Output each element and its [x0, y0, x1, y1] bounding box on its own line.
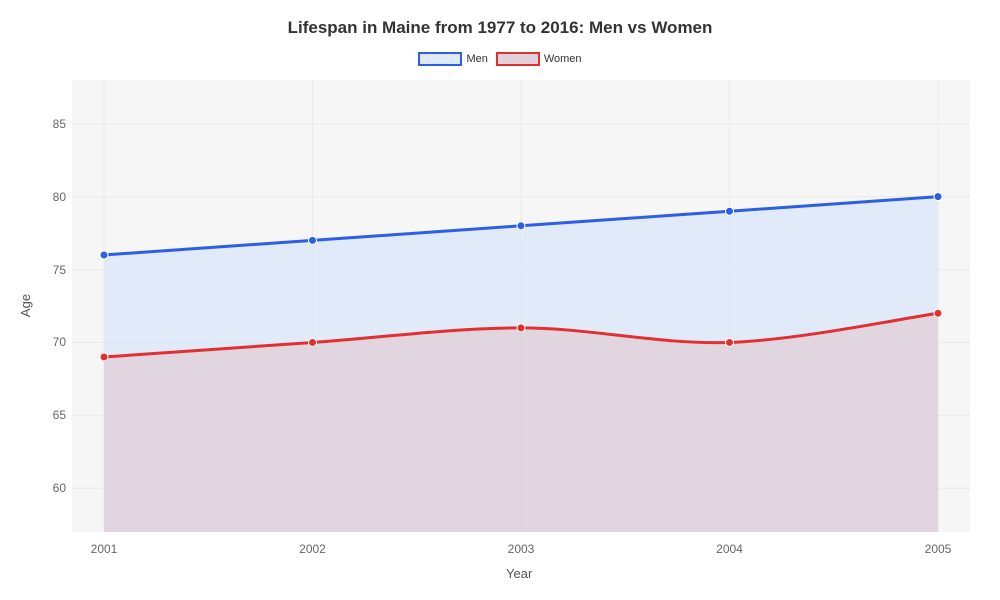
- chart-title: Lifespan in Maine from 1977 to 2016: Men…: [0, 18, 1000, 38]
- x-axis-label: Year: [506, 566, 532, 581]
- y-tick-label: 65: [42, 408, 66, 422]
- x-tick-label: 2004: [716, 542, 743, 556]
- legend: Men Women: [0, 52, 1000, 66]
- legend-swatch-men: [418, 52, 462, 66]
- x-tick-label: 2002: [299, 542, 326, 556]
- x-tick-label: 2003: [508, 542, 535, 556]
- legend-label-men: Men: [466, 53, 487, 65]
- legend-label-women: Women: [544, 53, 582, 65]
- y-tick-label: 80: [42, 190, 66, 204]
- y-tick-label: 70: [42, 335, 66, 349]
- y-tick-label: 75: [42, 263, 66, 277]
- legend-item-women[interactable]: Women: [496, 52, 582, 66]
- x-tick-label: 2001: [91, 542, 118, 556]
- y-tick-label: 60: [42, 481, 66, 495]
- plot-area: [72, 80, 970, 532]
- legend-item-men[interactable]: Men: [418, 52, 487, 66]
- y-axis-label: Age: [18, 294, 33, 317]
- y-tick-label: 85: [42, 117, 66, 131]
- chart-container: Lifespan in Maine from 1977 to 2016: Men…: [0, 0, 1000, 600]
- x-tick-label: 2005: [925, 542, 952, 556]
- legend-swatch-women: [496, 52, 540, 66]
